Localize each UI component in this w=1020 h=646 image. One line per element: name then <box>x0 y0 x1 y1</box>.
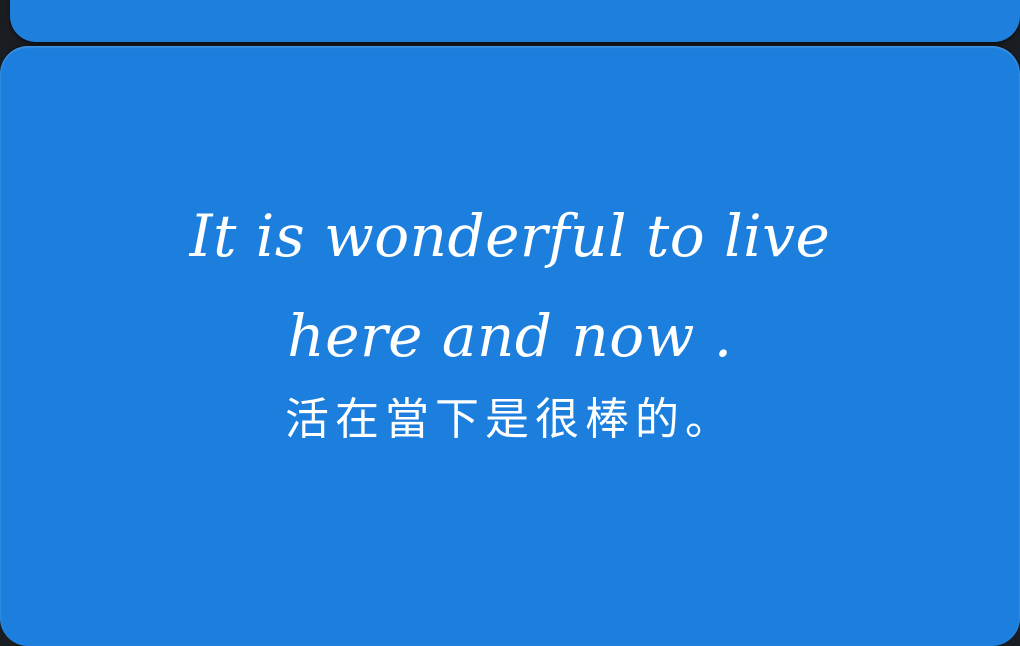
quote-english-line-1: It is wonderful to live <box>189 202 831 270</box>
quote-text: It is wonderful to live here and now . 活… <box>0 186 1020 450</box>
quote-english-line-2: here and now . <box>287 302 733 370</box>
quote-chinese-line: 活在當下是很棒的。 <box>285 394 735 445</box>
background-card-edge <box>10 0 1020 42</box>
quote-card <box>0 46 1020 646</box>
